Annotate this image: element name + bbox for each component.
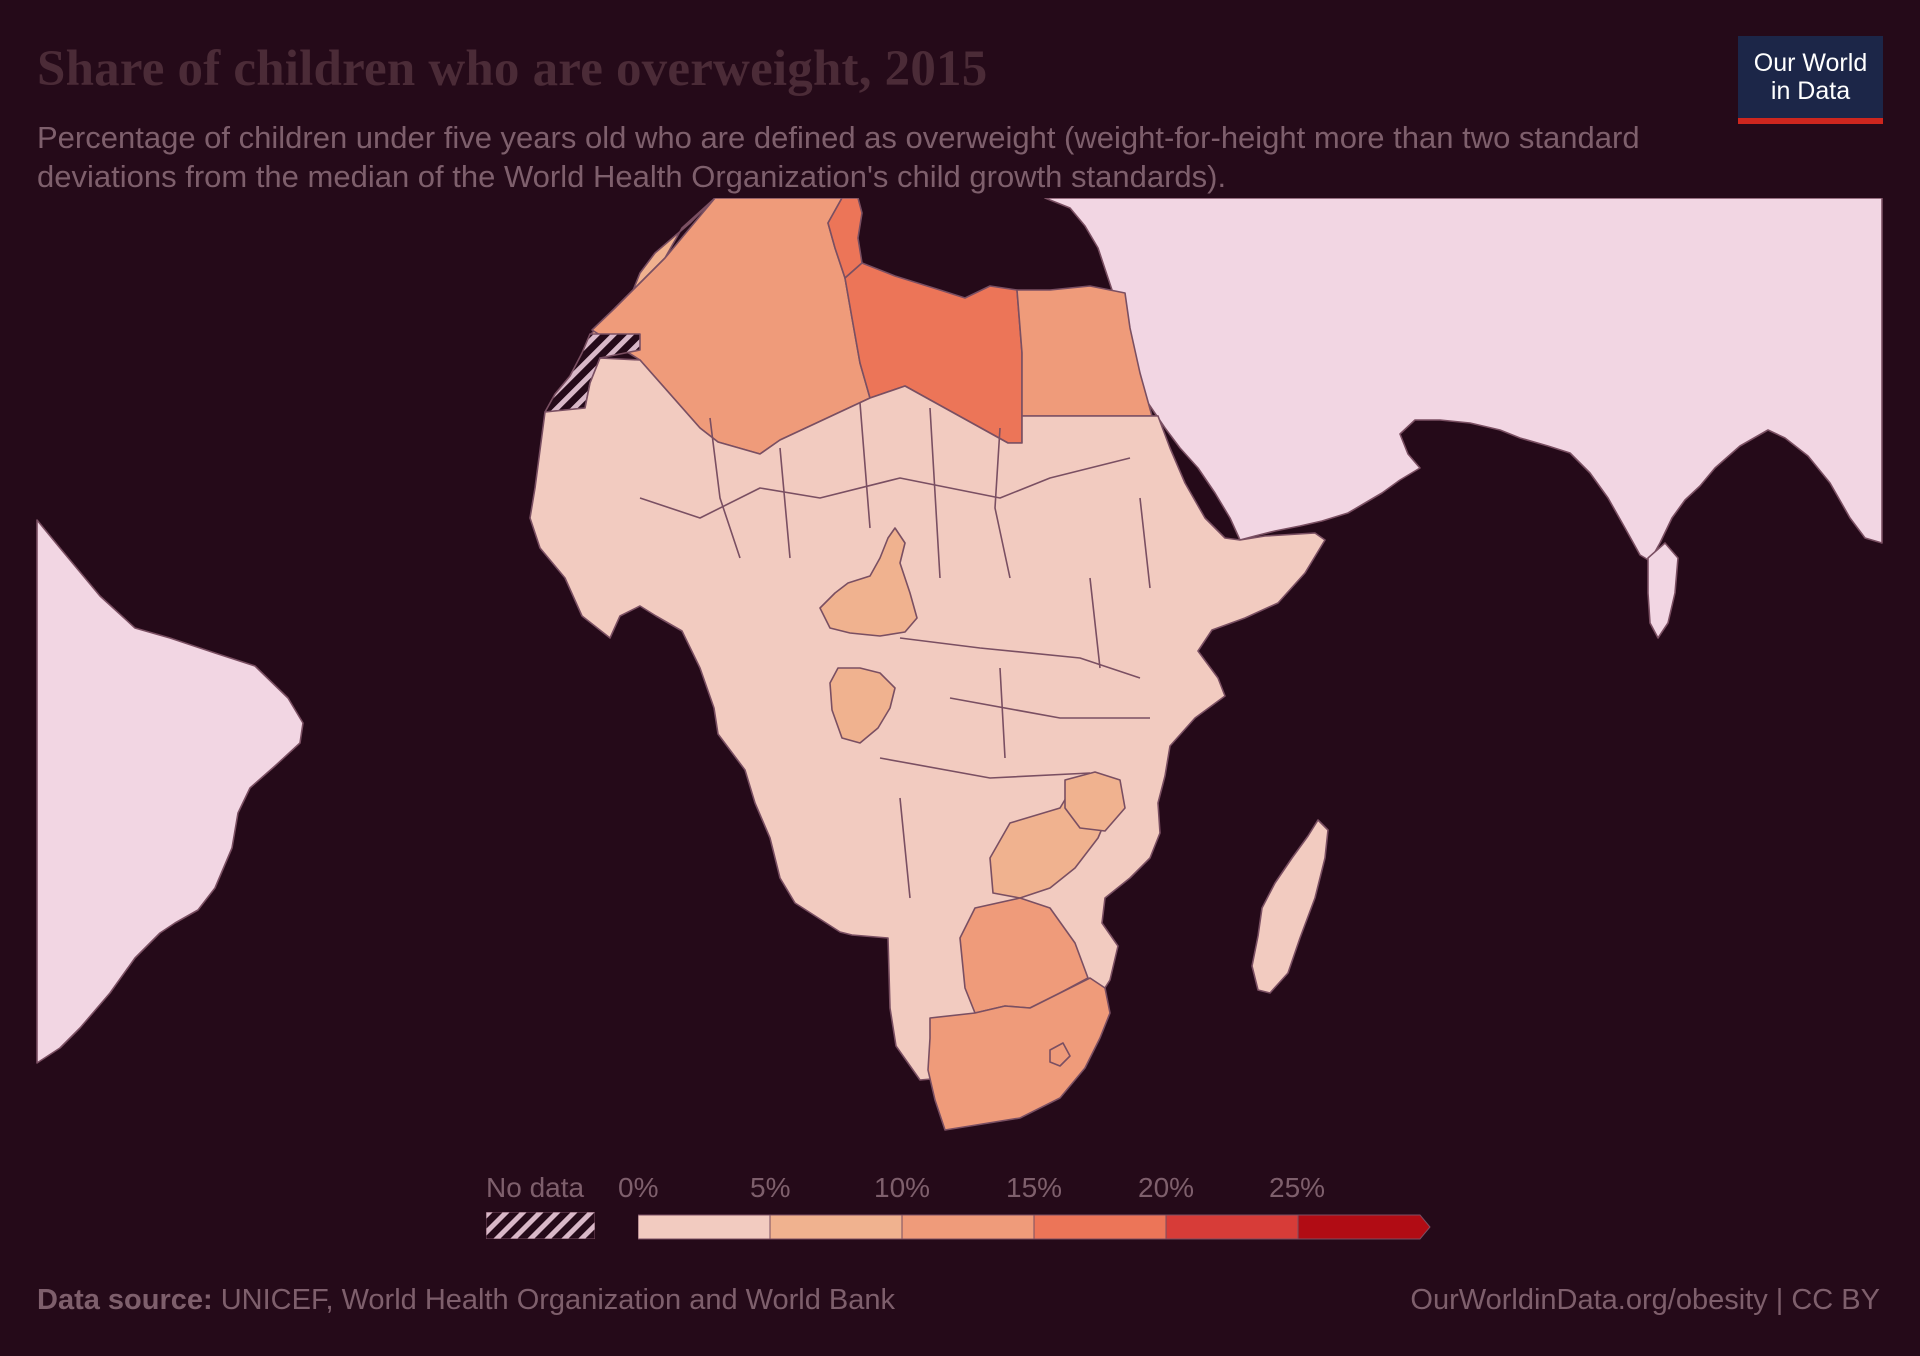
country-egypt xyxy=(1016,285,1159,417)
legend-tick-3: 15% xyxy=(1006,1172,1063,1203)
legend-tick-5: 25% xyxy=(1269,1172,1326,1203)
country-lesotho xyxy=(1049,1042,1071,1067)
legend-no-data-swatch xyxy=(486,1212,595,1239)
border-line-4 xyxy=(899,497,1151,899)
legend-color-scale xyxy=(638,1214,1431,1240)
footer-link[interactable]: OurWorldinData.org/obesity | CC BY xyxy=(1410,1284,1880,1316)
legend-bin-0-5% xyxy=(638,1214,771,1240)
logo-line-2: in Data xyxy=(1770,77,1851,105)
chart-title: Share of children who are overweight, 20… xyxy=(37,41,988,97)
country-gabon xyxy=(829,667,896,744)
chart-subtitle: Percentage of children under five years … xyxy=(37,120,1640,194)
legend-bin-5-10% xyxy=(769,1214,903,1240)
africa-map xyxy=(36,198,1883,1131)
border-line-2 xyxy=(709,402,1011,579)
legend-tick-1: 5% xyxy=(750,1172,791,1203)
logo-line-1: Our World xyxy=(1753,49,1868,77)
border-line-3 xyxy=(879,637,1150,779)
legend-bin-10-15% xyxy=(901,1214,1035,1240)
country-south-africa xyxy=(927,977,1111,1131)
owid-logo[interactable]: Our World in Data xyxy=(1738,36,1883,124)
madagascar-region xyxy=(1251,819,1329,994)
data-source-label: Data source: xyxy=(37,1284,213,1316)
region-west-africa xyxy=(529,357,1326,1081)
legend-bin-25%+ xyxy=(1297,1214,1431,1240)
india-region xyxy=(1647,542,1679,639)
south-america-region xyxy=(36,519,304,1064)
data-source-text: UNICEF, World Health Organization and Wo… xyxy=(212,1284,896,1316)
legend-tick-0: 0% xyxy=(618,1172,659,1203)
legend-bin-15-20% xyxy=(1033,1214,1167,1240)
country-cameroon xyxy=(819,527,918,637)
data-source: Data source: UNICEF, World Health Organi… xyxy=(37,1284,895,1317)
legend-no-data-label: No data xyxy=(486,1172,585,1203)
legend-tick-4: 20% xyxy=(1138,1172,1195,1203)
country-zimbabwe xyxy=(1064,771,1126,832)
legend-bin-20-25% xyxy=(1165,1214,1299,1240)
border-line-1 xyxy=(639,457,1131,519)
legend-tick-2: 10% xyxy=(874,1172,931,1203)
